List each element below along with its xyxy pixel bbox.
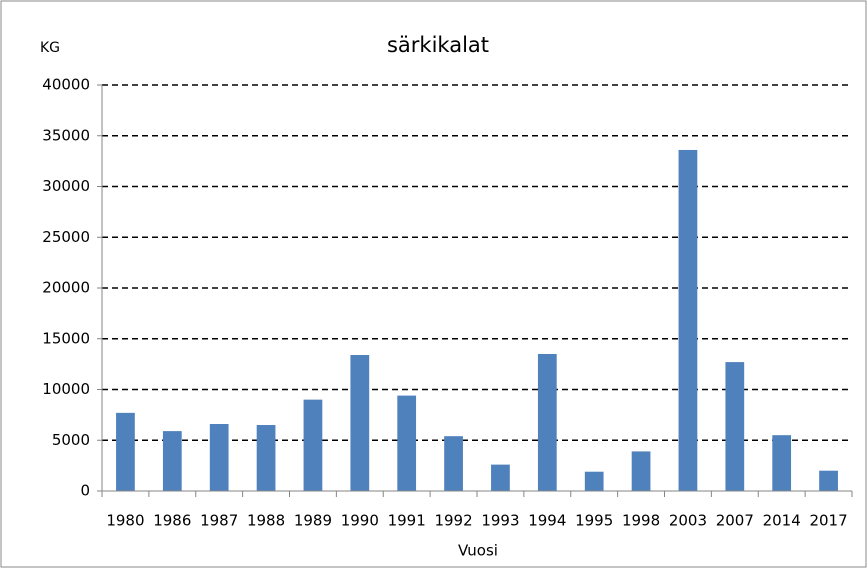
bar [350,354,370,491]
x-tick-label: 1989 [294,512,332,530]
x-tick-label: 1986 [153,512,191,530]
x-tick-label: 1993 [481,512,519,530]
bar [116,412,135,491]
bar [772,435,792,491]
y-tick-label: 5000 [52,431,90,449]
y-tick-label: 15000 [42,329,90,347]
bar [491,464,510,491]
bar [303,399,323,491]
y-tick-label: 20000 [42,279,90,297]
bar [209,424,229,491]
y-tick-label: 30000 [42,177,90,195]
x-tick-label: 1990 [341,512,379,530]
x-tick-label: 2007 [716,512,754,530]
x-axis-label: Vuosi [458,542,498,560]
y-tick-label: 25000 [42,228,90,246]
x-tick-label: 1992 [434,512,472,530]
x-tick-label: 1980 [106,512,144,530]
x-tick-label: 1987 [200,512,238,530]
bar [584,471,604,491]
x-tick-label: 1988 [247,512,285,530]
bar [819,470,838,491]
x-tick-label: 1995 [575,512,613,530]
y-tick-label: 40000 [42,76,90,94]
x-tick-label: 2017 [809,512,847,530]
x-tick-label: 2014 [763,512,801,530]
x-tick-label: 2003 [669,512,707,530]
y-tick-label: 10000 [42,380,90,398]
bar [537,353,557,491]
y-axis-label: KG [40,40,60,56]
bar [444,436,463,491]
bar [162,431,182,491]
bar [678,149,698,491]
chart-title: särkikalat [387,33,489,57]
bar [256,425,276,491]
x-tick-label: 1994 [528,512,566,530]
y-tick-label: 0 [80,482,90,500]
bar [631,451,651,491]
y-tick-label: 35000 [42,126,90,144]
x-tick-label: 1991 [388,512,426,530]
bar [397,395,417,491]
x-tick-label: 1998 [622,512,660,530]
bar [725,362,745,491]
